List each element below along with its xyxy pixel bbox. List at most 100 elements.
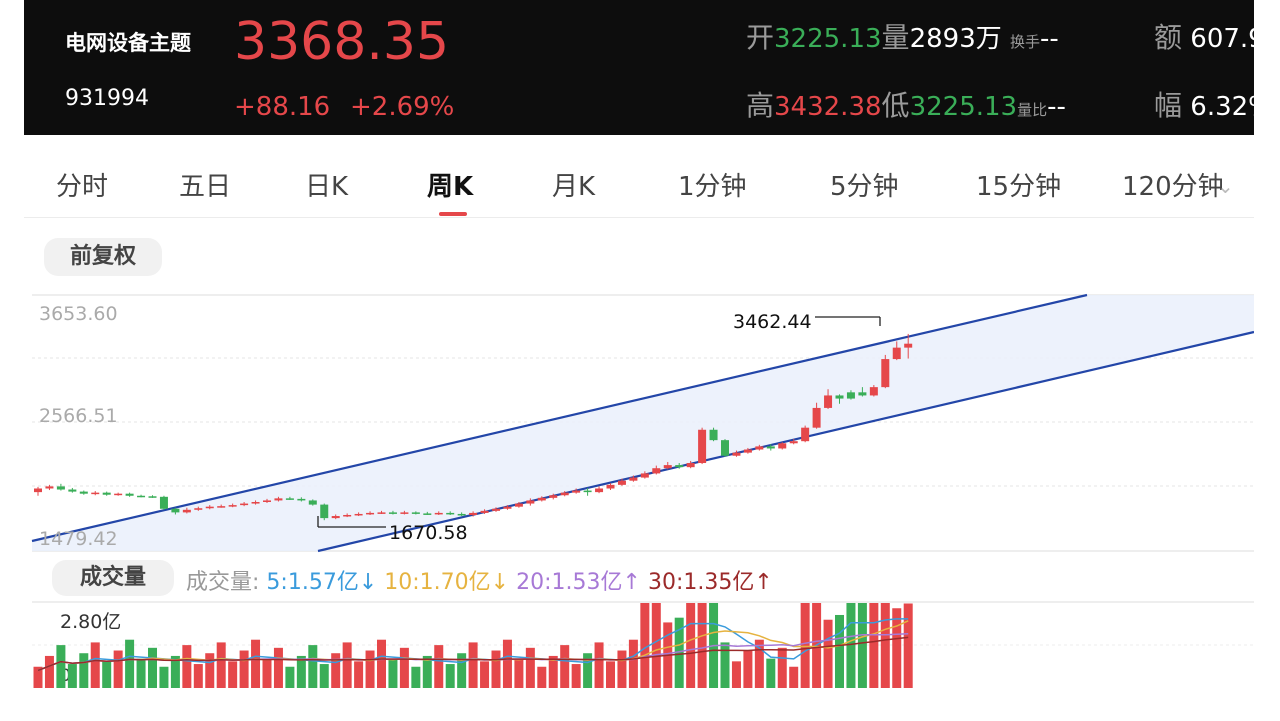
- candle-body: [629, 477, 638, 481]
- volume-bar: [308, 645, 318, 688]
- arrow-down-icon: ↓: [358, 570, 378, 595]
- candle-body: [251, 501, 260, 504]
- candle-body: [514, 503, 523, 507]
- volume-bar: [800, 603, 810, 688]
- right-edge: [1254, 135, 1280, 721]
- volume-bar: [606, 661, 615, 688]
- tab-1min[interactable]: 1分钟: [678, 172, 747, 202]
- volume-legend: 成交量: 5:1.57亿↓ 10:1.70亿↓ 20:1.53亿↑ 30:1.3…: [186, 564, 773, 596]
- tab-intraday[interactable]: 分时: [56, 172, 109, 202]
- open-value: 3225.13: [774, 24, 882, 54]
- volume-ma30: 30:1.35亿: [647, 570, 755, 595]
- volume-indicator-button[interactable]: 成交量: [52, 560, 174, 596]
- volume-bar: [399, 647, 409, 688]
- volume-bar: [823, 619, 833, 688]
- candle-body: [159, 496, 168, 509]
- amplitude-label: 幅: [1154, 89, 1183, 122]
- active-tab-indicator: [439, 212, 467, 216]
- volume-ma30-line: [37, 636, 909, 672]
- volume-bar: [628, 639, 638, 688]
- volume-bar: [892, 608, 902, 688]
- candle-body: [194, 508, 203, 510]
- volume-ma5: 5:1.57亿: [266, 570, 359, 595]
- tab-five-day[interactable]: 五日: [179, 172, 232, 202]
- candle-body: [91, 492, 100, 495]
- candle-body: [263, 500, 271, 502]
- y-label-max: 3653.60: [39, 303, 118, 325]
- candle-body: [331, 516, 340, 519]
- y-label-mid: 2566.51: [39, 405, 118, 427]
- volume-bar: [445, 664, 455, 688]
- volume-bar: [514, 658, 524, 688]
- index-name: 电网设备主题: [65, 31, 191, 55]
- current-price: 3368.35: [234, 12, 450, 72]
- volume-legend-title: 成交量:: [186, 570, 260, 595]
- vol-ratio-value: --: [1047, 92, 1066, 122]
- volume-bar: [388, 658, 398, 688]
- volume-bar: [228, 661, 238, 688]
- candle-body: [148, 496, 157, 498]
- candle-body: [675, 465, 684, 468]
- turnover-label: 换手: [1010, 33, 1041, 51]
- tab-120min[interactable]: 120分钟: [1122, 172, 1224, 202]
- volume-bar: [331, 653, 341, 688]
- volume-bar: [903, 603, 913, 688]
- volume-max-label: 2.80亿: [60, 611, 121, 633]
- volume-bar: [67, 664, 77, 688]
- candle-body: [492, 508, 500, 511]
- volume-bar: [525, 647, 535, 688]
- y-label-min: 1479.42: [39, 528, 118, 550]
- amount-value: 607.9: [1190, 24, 1254, 54]
- candle-body: [858, 392, 867, 396]
- chevron-down-icon[interactable]: ⌄: [1217, 174, 1234, 198]
- volume-bar: [502, 639, 512, 688]
- candle-body: [79, 491, 88, 494]
- low-label: 低: [881, 89, 910, 122]
- period-tabs: 分时 五日 日K 周K 月K 1分钟 5分钟 15分钟 120分钟: [24, 150, 1254, 218]
- candle-body: [869, 387, 878, 396]
- tab-5min[interactable]: 5分钟: [830, 172, 899, 202]
- volume-ma10: 10:1.70亿: [384, 570, 491, 595]
- candle-body: [45, 486, 54, 489]
- index-code: 931994: [65, 86, 149, 111]
- candle-body: [308, 500, 317, 505]
- high-value: 3432.38: [774, 92, 882, 122]
- arrow-up-icon: ↑: [622, 570, 641, 595]
- volume-bar: [79, 653, 89, 688]
- candle-body: [549, 495, 558, 498]
- high-marker-label: 3462.44: [733, 311, 812, 333]
- volume-bar: [651, 603, 661, 688]
- candle-body: [698, 429, 707, 464]
- volume-bar: [159, 666, 169, 688]
- candle-body: [732, 452, 741, 456]
- volume-bar: [90, 642, 100, 688]
- volume-bar: [857, 603, 867, 688]
- tab-daily-k[interactable]: 日K: [305, 172, 349, 202]
- adjust-toggle-button[interactable]: 前复权: [44, 238, 162, 276]
- stat-high-low: 高3432.38低3225.13量比--: [746, 84, 1066, 124]
- tab-15min[interactable]: 15分钟: [976, 172, 1062, 202]
- volume-bar: [880, 603, 890, 688]
- open-label: 开: [746, 21, 775, 54]
- candle-body: [137, 495, 146, 498]
- tab-weekly-k[interactable]: 周K: [427, 172, 474, 202]
- candles-group: [34, 333, 913, 521]
- volume-bar: [571, 664, 581, 688]
- volume-bar: [697, 603, 707, 688]
- candle-body: [434, 512, 443, 515]
- candle-body: [812, 407, 821, 428]
- volume-bar: [640, 603, 650, 688]
- tab-monthly-k[interactable]: 月K: [552, 172, 596, 202]
- candle-body: [560, 492, 569, 496]
- volume-bar: [205, 653, 215, 688]
- candle-body: [617, 480, 626, 485]
- arrow-up-icon: ↑: [754, 570, 773, 595]
- candle-body: [217, 506, 226, 508]
- candle-body: [171, 508, 180, 513]
- price-change-pct: +2.69%: [350, 92, 455, 122]
- candle-body: [663, 465, 672, 469]
- stat-open: 开3225.13量2893万 换手--: [746, 16, 1059, 56]
- candle-body: [526, 500, 535, 504]
- volume-bar: [835, 614, 844, 688]
